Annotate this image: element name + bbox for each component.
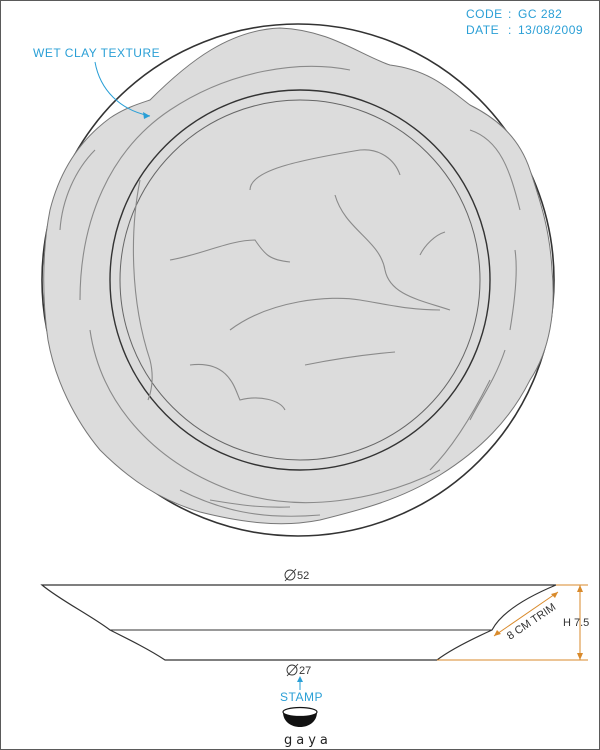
date-value: 13/08/2009 [518, 23, 583, 37]
top-diameter-dim: 52 [284, 568, 309, 582]
texture-arrow-icon [143, 112, 150, 119]
arrow-up-icon [577, 585, 583, 592]
header-block: CODE : GC 282 DATE : 13/08/2009 [466, 7, 583, 37]
stamp-label: STAMP [280, 690, 323, 704]
code-value: GC 282 [518, 7, 562, 21]
base-diameter-dim: 27 [286, 663, 311, 677]
arrow-down-icon [577, 653, 583, 660]
texture-leader-line [94, 61, 151, 117]
trim-arrow-icon [551, 592, 558, 598]
plate-inner-well-outer [109, 89, 491, 471]
gaya-logo: gaya [282, 706, 332, 748]
code-label: CODE [466, 7, 503, 21]
plate-top-view: WET CLAY TEXTURE [33, 23, 555, 537]
stamp-block: STAMP gaya [280, 676, 332, 748]
svg-text::: : [508, 7, 512, 21]
trim-arrow-icon [494, 630, 501, 636]
diameter-icon [286, 664, 298, 676]
brand-name: gaya [284, 733, 332, 748]
height-dimension-lines [437, 584, 588, 661]
plate-inner-well [119, 99, 481, 461]
stamp-arrow-icon [297, 676, 303, 682]
texture-strokes [59, 65, 521, 517]
texture-label: WET CLAY TEXTURE [33, 46, 160, 60]
plate-side-profile: 52 27 H 7.5 8 CM TRIM [40, 568, 589, 677]
base-diameter-value: 27 [299, 665, 311, 677]
profile-outline [40, 584, 557, 661]
svg-text::: : [508, 23, 512, 37]
diameter-icon [284, 569, 296, 581]
height-value: H 7.5 [563, 617, 589, 629]
top-diameter-value: 52 [297, 570, 309, 582]
date-label: DATE [466, 23, 499, 37]
